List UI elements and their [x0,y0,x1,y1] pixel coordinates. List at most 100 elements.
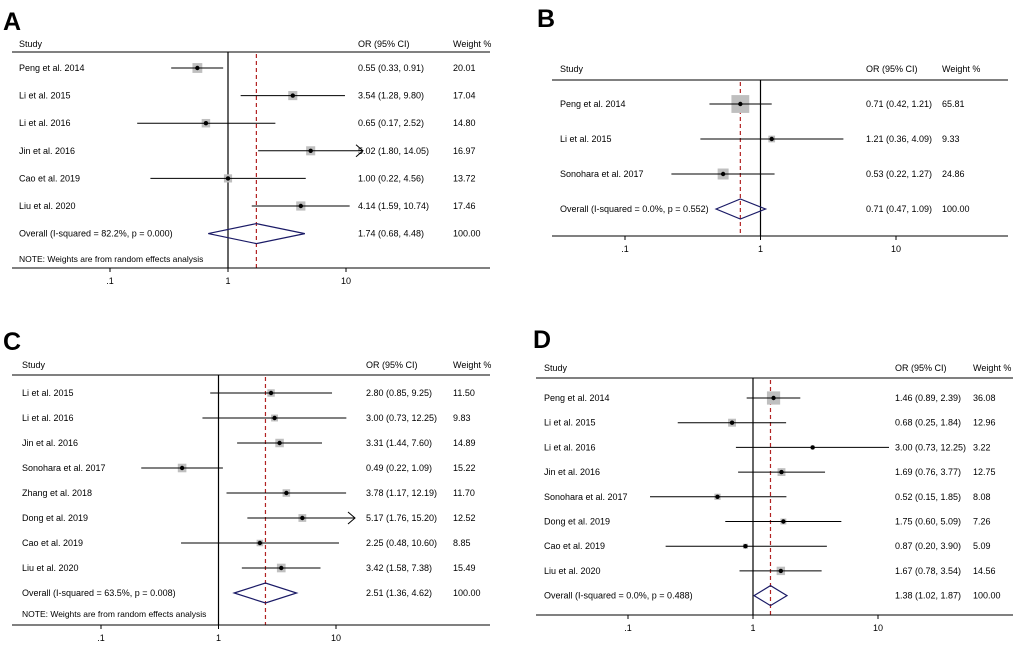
study-name: Jin et al. 2016 [19,146,75,156]
study-name: Li et al. 2016 [19,118,71,128]
study-or-ci: 0.68 (0.25, 1.84) [895,418,961,428]
study-weight: 8.85 [453,538,471,548]
x-tick-label: 10 [873,623,883,633]
x-tick-label: 1 [750,623,755,633]
study-name: Peng et al. 2014 [560,99,626,109]
point-estimate [769,136,774,142]
point-estimate [771,395,776,401]
x-tick-label: 10 [341,276,351,286]
study-name: Sonohara et al. 2017 [22,463,106,473]
study-name: Liu et al. 2020 [544,566,601,576]
study-weight: 8.08 [973,492,991,502]
point-estimate [715,494,720,499]
study-or-ci: 0.65 (0.17, 2.52) [358,118,424,128]
x-tick-label: 1 [225,276,230,286]
study-weight: 14.89 [453,438,476,448]
overall-label: Overall (I-squared = 63.5%, p = 0.008) [22,588,176,598]
overall-weight: 100.00 [973,591,1001,601]
point-estimate [729,420,735,425]
study-name: Li et al. 2016 [544,442,596,452]
overall-diamond [752,584,789,607]
overall-diamond [208,222,305,245]
study-name: Cao et al. 2019 [19,173,80,183]
point-estimate [778,568,784,574]
x-tick-label: .1 [621,244,629,254]
point-estimate [300,515,305,521]
x-tick-label: 10 [331,633,341,643]
study-or-ci: 5.17 (1.76, 15.20) [366,513,437,523]
overall-or-ci: 2.51 (1.36, 4.62) [366,588,432,598]
overall-or-ci: 0.71 (0.47, 1.09) [866,204,932,214]
column-header-weight: Weight % [973,363,1011,373]
study-or-ci: 5.02 (1.80, 14.05) [358,146,429,156]
study-or-ci: 0.71 (0.42, 1.21) [866,99,932,109]
study-or-ci: 0.49 (0.22, 1.09) [366,463,432,473]
point-estimate [279,565,284,571]
study-or-ci: 4.14 (1.59, 10.74) [358,201,429,211]
study-or-ci: 1.75 (0.60, 5.09) [895,517,961,527]
study-name: Sonohara et al. 2017 [560,169,644,179]
overall-weight: 100.00 [453,588,481,598]
column-header-or: OR (95% CI) [895,363,947,373]
weights-note: NOTE: Weights are from random effects an… [19,254,203,264]
overall-label: Overall (I-squared = 0.0%, p = 0.552) [560,204,709,214]
ci-arrow [355,144,364,158]
point-estimate [290,93,295,98]
panel-letter: A [3,8,21,36]
study-or-ci: 2.25 (0.48, 10.60) [366,538,437,548]
study-or-ci: 1.69 (0.76, 3.77) [895,467,961,477]
point-estimate [720,171,726,177]
study-weight: 36.08 [973,393,996,403]
study-or-ci: 1.46 (0.89, 2.39) [895,393,961,403]
study-weight: 14.80 [453,118,476,128]
study-weight: 14.56 [973,566,996,576]
panel-A: A Study OR (95% CI) Weight % Peng et al. 201… [3,8,491,286]
study-name: Liu et al. 2020 [19,201,76,211]
study-name: Li et al. 2015 [560,134,612,144]
study-name: Cao et al. 2019 [544,541,605,551]
study-or-ci: 3.54 (1.28, 9.80) [358,91,424,101]
column-header-study: Study [22,360,46,370]
study-or-ci: 0.53 (0.22, 1.27) [866,169,932,179]
study-weight: 11.50 [453,388,475,398]
study-weight: 17.04 [453,91,476,101]
column-header-weight: Weight % [453,39,491,49]
x-tick-label: 10 [891,244,901,254]
overall-diamond [232,582,299,604]
column-header-weight: Weight % [453,360,491,370]
point-estimate [284,490,289,496]
study-weight: 12.75 [973,467,996,477]
study-weight: 15.49 [453,563,476,573]
point-estimate [268,390,274,396]
study-name: Li et al. 2015 [19,91,71,101]
column-header-or: OR (95% CI) [366,360,418,370]
overall-label: Overall (I-squared = 0.0%, p = 0.488) [544,591,693,601]
study-or-ci: 1.00 (0.22, 4.56) [358,173,424,183]
study-name: Dong et al. 2019 [544,517,610,527]
point-estimate [203,121,209,126]
weights-note: NOTE: Weights are from random effects an… [22,609,206,619]
overall-weight: 100.00 [942,204,970,214]
column-header-weight: Weight % [942,64,980,74]
study-or-ci: 3.31 (1.44, 7.60) [366,438,432,448]
study-name: Cao et al. 2019 [22,538,83,548]
study-weight: 65.81 [942,99,965,109]
column-header-study: Study [544,363,568,373]
study-name: Liu et al. 2020 [22,563,79,573]
study-weight: 17.46 [453,201,476,211]
point-estimate [738,101,743,107]
x-tick-label: .1 [624,623,632,633]
column-header-study: Study [19,39,43,49]
point-estimate [272,415,277,421]
study-or-ci: 3.42 (1.58, 7.38) [366,563,432,573]
study-name: Li et al. 2016 [22,413,74,423]
study-or-ci: 2.80 (0.85, 9.25) [366,388,432,398]
panel-letter: C [3,328,21,356]
column-header-or: OR (95% CI) [358,39,410,49]
overall-diamond [714,198,768,220]
x-tick-label: 1 [758,244,763,254]
overall-label: Overall (I-squared = 82.2%, p = 0.000) [19,229,173,239]
study-or-ci: 1.21 (0.36, 4.09) [866,134,932,144]
point-estimate [195,65,200,71]
